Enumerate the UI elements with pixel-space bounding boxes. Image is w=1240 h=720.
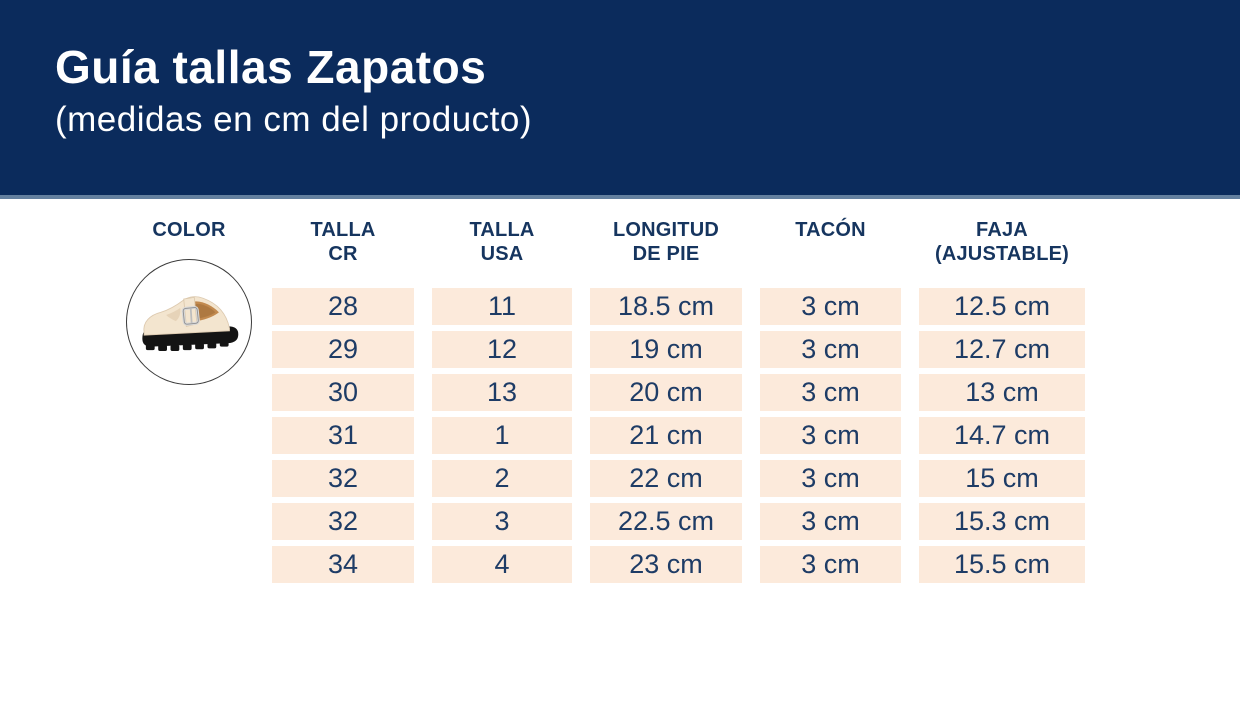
table-cell: 3 cm: [760, 460, 901, 497]
table-cell: 3: [432, 503, 572, 540]
column-faja-ajustable: 12.5 cm 12.7 cm 13 cm 14.7 cm 15 cm 15.3…: [919, 288, 1085, 589]
table-cell: 3 cm: [760, 503, 901, 540]
table-cell: 32: [272, 503, 414, 540]
table-cell: 30: [272, 374, 414, 411]
table-cell: 18.5 cm: [590, 288, 742, 325]
table-cell: 12.7 cm: [919, 331, 1085, 368]
table-cell: 29: [272, 331, 414, 368]
table-cell: 13: [432, 374, 572, 411]
table-cell: 22 cm: [590, 460, 742, 497]
column-header-tacon: TACÓN: [795, 219, 866, 241]
table-cell: 23 cm: [590, 546, 742, 583]
color-column: [124, 259, 254, 589]
table-header-row: COLOR TALLA CR TALLA USA LONGITUD DE PIE…: [124, 218, 1085, 266]
table-cell: 21 cm: [590, 417, 742, 454]
table-cell: 15 cm: [919, 460, 1085, 497]
table-cell: 31: [272, 417, 414, 454]
table-cell: 15.3 cm: [919, 503, 1085, 540]
page-title: Guía tallas Zapatos: [55, 41, 487, 93]
table-cell: 12: [432, 331, 572, 368]
size-table: COLOR TALLA CR TALLA USA LONGITUD DE PIE…: [124, 218, 1085, 589]
table-body: 28 29 30 31 32 32 34 11 12 13 1 2 3 4 18…: [124, 259, 1085, 589]
table-cell: 22.5 cm: [590, 503, 742, 540]
table-cell: 1: [432, 417, 572, 454]
column-tacon: 3 cm 3 cm 3 cm 3 cm 3 cm 3 cm 3 cm: [760, 288, 901, 589]
column-header-longitud-de-pie: LONGITUD DE PIE: [612, 219, 720, 265]
table-cell: 34: [272, 546, 414, 583]
product-photo-circle: [126, 259, 252, 385]
column-longitud-de-pie: 18.5 cm 19 cm 20 cm 21 cm 22 cm 22.5 cm …: [590, 288, 742, 589]
table-cell: 4: [432, 546, 572, 583]
table-cell: 13 cm: [919, 374, 1085, 411]
shoe-image: [142, 296, 239, 352]
table-cell: 14.7 cm: [919, 417, 1085, 454]
page-subtitle: (medidas en cm del producto): [55, 100, 532, 139]
table-cell: 12.5 cm: [919, 288, 1085, 325]
table-cell: 3 cm: [760, 417, 901, 454]
column-header-talla-usa: TALLA USA: [469, 219, 535, 265]
table-cell: 3 cm: [760, 546, 901, 583]
table-cell: 20 cm: [590, 374, 742, 411]
column-header-talla-cr: TALLA CR: [310, 219, 376, 265]
table-cell: 11: [432, 288, 572, 325]
column-talla-cr: 28 29 30 31 32 32 34: [272, 288, 414, 589]
table-cell: 3 cm: [760, 288, 901, 325]
table-cell: 3 cm: [760, 331, 901, 368]
table-cell: 28: [272, 288, 414, 325]
table-cell: 2: [432, 460, 572, 497]
column-talla-usa: 11 12 13 1 2 3 4: [432, 288, 572, 589]
header-banner: Guía tallas Zapatos (medidas en cm del p…: [0, 0, 1240, 199]
column-header-faja-ajustable: FAJA (AJUSTABLE): [934, 219, 1070, 265]
table-cell: 15.5 cm: [919, 546, 1085, 583]
table-cell: 19 cm: [590, 331, 742, 368]
table-cell: 3 cm: [760, 374, 901, 411]
column-header-color: COLOR: [152, 219, 226, 241]
table-cell: 32: [272, 460, 414, 497]
